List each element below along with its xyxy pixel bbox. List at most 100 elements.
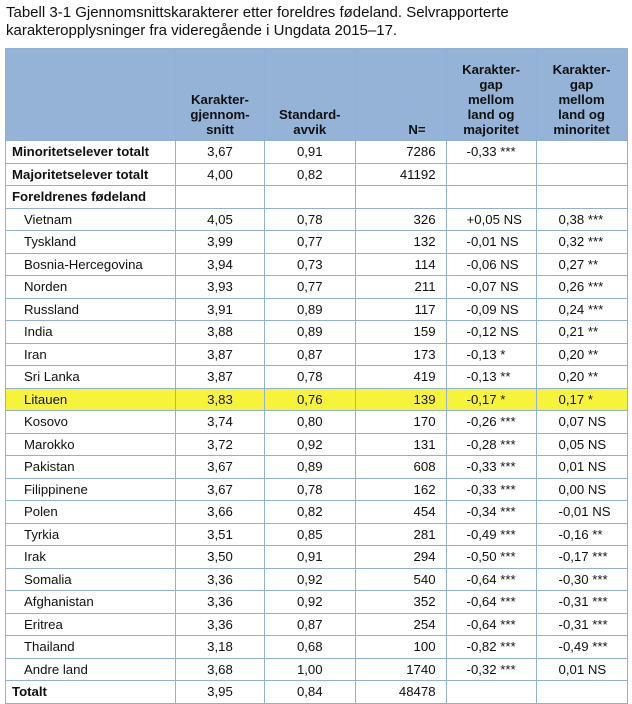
cell-gap-min: -0,30 *** [535, 567, 628, 591]
cell-sd: 0,76 [264, 387, 356, 411]
cell-label: Eritrea [5, 612, 176, 636]
table-row: Somalia 3,36 0,92 540 -0,64 *** -0,30 *** [5, 567, 628, 591]
table-row: Andre land 3,68 1,00 1740 -0,32 *** 0,01 NS [5, 657, 628, 681]
cell-gap-maj: -0,06 NS [445, 252, 537, 276]
cell-gap-maj: -0,33 *** [445, 140, 537, 164]
cell-gap-maj: -0,33 *** [445, 455, 537, 479]
cell-label: Somalia [5, 567, 176, 591]
cell-gap-maj [445, 185, 537, 209]
table-row: Majoritetselever totalt 4,00 0,82 41192 [5, 162, 628, 186]
cell-label: India [5, 320, 176, 344]
cell-n: 7286 [354, 140, 447, 164]
table-row: Polen 3,66 0,82 454 -0,34 *** -0,01 NS [5, 500, 628, 524]
cell-n: 540 [354, 567, 447, 591]
table-row: Totalt 3,95 0,84 48478 [5, 680, 628, 704]
cell-mean: 3,67 [175, 455, 265, 479]
table-row: Eritrea 3,36 0,87 254 -0,64 *** -0,31 *** [5, 612, 628, 636]
cell-gap-maj: -0,07 NS [445, 275, 537, 299]
cell-n: 48478 [354, 680, 447, 704]
cell-label: Tyrkia [5, 522, 176, 546]
cell-label: Kosovo [5, 410, 176, 434]
header-cell: Standard-avvik [264, 48, 356, 141]
cell-label: Sri Lanka [5, 365, 176, 389]
cell-mean: 3,93 [175, 275, 265, 299]
cell-mean: 3,87 [175, 342, 265, 366]
cell-sd [264, 185, 356, 209]
table-row: Filippinene 3,67 0,78 162 -0,33 *** 0,00 NS [5, 477, 628, 501]
cell-mean: 3,83 [175, 387, 265, 411]
cell-gap-min: -0,16 ** [535, 522, 628, 546]
table-row: Marokko 3,72 0,92 131 -0,28 *** 0,05 NS [5, 432, 628, 456]
cell-gap-min [535, 185, 628, 209]
cell-mean: 3,66 [175, 500, 265, 524]
cell-sd: 0,89 [264, 320, 356, 344]
table-row: Tyrkia 3,51 0,85 281 -0,49 *** -0,16 ** [5, 522, 628, 546]
cell-sd: 0,78 [264, 207, 356, 231]
table-row: Bosnia-Hercegovina 3,94 0,73 114 -0,06 NS 0,2… [5, 252, 628, 276]
cell-gap-min: 0,20 ** [535, 342, 628, 366]
cell-mean [175, 185, 265, 209]
cell-gap-maj: -0,64 *** [445, 567, 537, 591]
table-row: Norden 3,93 0,77 211 -0,07 NS 0,26 *** [5, 275, 628, 299]
header-cell: Karakter-gap mellom land og majoritet [445, 48, 537, 141]
cell-n: 139 [354, 387, 447, 411]
cell-sd: 0,68 [264, 635, 356, 659]
cell-sd: 0,77 [264, 230, 356, 254]
table-row: Afghanistan 3,36 0,92 352 -0,64 *** -0,31 *** [5, 590, 628, 614]
cell-label: Vietnam [5, 207, 176, 231]
cell-sd: 0,77 [264, 275, 356, 299]
cell-gap-min [535, 140, 628, 164]
cell-gap-maj: -0,13 * [445, 342, 537, 366]
cell-gap-maj: -0,26 *** [445, 410, 537, 434]
cell-gap-min [535, 162, 628, 186]
cell-gap-min: 0,20 ** [535, 365, 628, 389]
cell-gap-maj: -0,12 NS [445, 320, 537, 344]
table-row: Pakistan 3,67 0,89 608 -0,33 *** 0,01 NS [5, 455, 628, 479]
cell-mean: 3,67 [175, 477, 265, 501]
cell-label: Andre land [5, 657, 176, 681]
table-row: Foreldrenes fødeland [5, 185, 628, 209]
table-row: Vietnam 4,05 0,78 326 +0,05 NS 0,38 *** [5, 207, 628, 231]
table-row: Irak 3,50 0,91 294 -0,50 *** -0,17 *** [5, 545, 628, 569]
cell-gap-min: 0,01 NS [535, 657, 628, 681]
cell-gap-min: -0,49 *** [535, 635, 628, 659]
cell-gap-maj: -0,34 *** [445, 500, 537, 524]
cell-label: Thailand [5, 635, 176, 659]
cell-label: Totalt [5, 680, 176, 704]
cell-label: Irak [5, 545, 176, 569]
cell-gap-maj: -0,01 NS [445, 230, 537, 254]
cell-sd: 0,73 [264, 252, 356, 276]
cell-mean: 3,36 [175, 567, 265, 591]
cell-gap-min: 0,32 *** [535, 230, 628, 254]
cell-mean: 3,68 [175, 657, 265, 681]
cell-gap-maj: -0,50 *** [445, 545, 537, 569]
cell-gap-min: 0,17 * [535, 387, 628, 411]
table-row: Tyskland 3,99 0,77 132 -0,01 NS 0,32 *** [5, 230, 628, 254]
cell-label: Iran [5, 342, 176, 366]
cell-gap-min: 0,00 NS [535, 477, 628, 501]
cell-gap-min: 0,21 ** [535, 320, 628, 344]
cell-n: 419 [354, 365, 447, 389]
cell-gap-maj: -0,13 ** [445, 365, 537, 389]
table-row: Kosovo 3,74 0,80 170 -0,26 *** 0,07 NS [5, 410, 628, 434]
cell-mean: 3,99 [175, 230, 265, 254]
header-cell: N= [354, 48, 447, 141]
cell-sd: 0,82 [264, 500, 356, 524]
cell-label: Bosnia-Hercegovina [5, 252, 176, 276]
cell-gap-min: 0,05 NS [535, 432, 628, 456]
cell-sd: 0,82 [264, 162, 356, 186]
cell-sd: 0,78 [264, 477, 356, 501]
cell-n: 1740 [354, 657, 447, 681]
cell-sd: 0,87 [264, 612, 356, 636]
cell-label: Polen [5, 500, 176, 524]
cell-mean: 3,87 [175, 365, 265, 389]
cell-gap-maj [445, 680, 537, 704]
cell-sd: 0,92 [264, 432, 356, 456]
cell-mean: 3,36 [175, 612, 265, 636]
cell-label: Marokko [5, 432, 176, 456]
cell-gap-maj [445, 162, 537, 186]
grades-table: Karakter-gjennom-snitt Standard-avvik N=… [5, 48, 628, 704]
cell-n: 117 [354, 297, 447, 321]
cell-label: Litauen [5, 387, 176, 411]
cell-gap-min: 0,07 NS [535, 410, 628, 434]
